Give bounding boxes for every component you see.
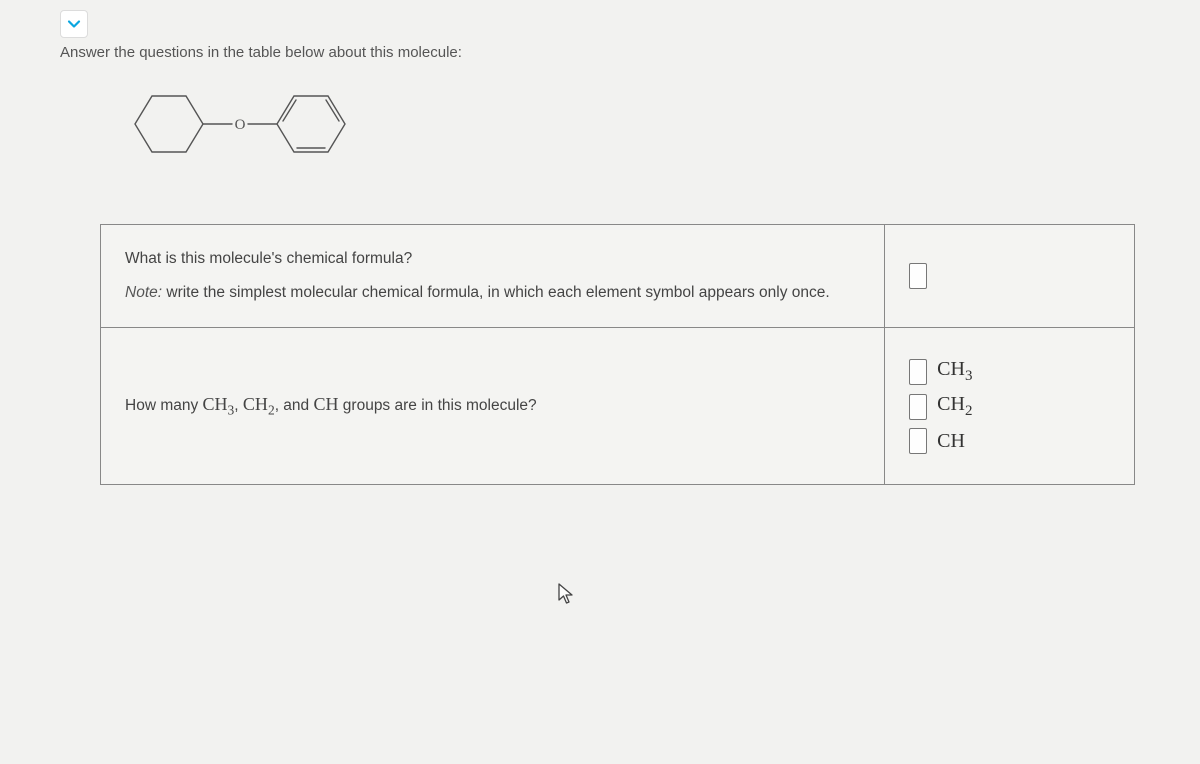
question-text: What is this molecule's chemical formula… xyxy=(125,247,860,271)
note-text: write the simplest molecular chemical fo… xyxy=(162,284,830,301)
oxygen-label: O xyxy=(235,117,246,133)
molecule-structure: O xyxy=(120,79,360,169)
ch2-label: CH2 xyxy=(243,394,275,414)
instruction-text: Answer the questions in the table below … xyxy=(60,44,1140,61)
ch3-label: CH3 xyxy=(203,394,235,414)
ch-answer-row: CH xyxy=(909,428,1110,454)
answer-cell-formula xyxy=(885,225,1135,328)
ch-answer-label: CH xyxy=(937,430,965,453)
note-label: Note: xyxy=(125,284,162,301)
question-note: Note: write the simplest molecular chemi… xyxy=(125,281,860,305)
table-row: How many CH3, CH2, and CH groups are in … xyxy=(101,328,1135,485)
q-text: groups are in this molecule? xyxy=(338,397,536,414)
formula-input[interactable] xyxy=(909,263,927,289)
ch2-answer-label: CH2 xyxy=(937,393,972,420)
ch-input[interactable] xyxy=(909,428,927,454)
question-table: What is this molecule's chemical formula… xyxy=(100,224,1135,485)
question-cell-formula: What is this molecule's chemical formula… xyxy=(101,225,885,328)
chevron-down-icon xyxy=(66,16,82,32)
q-text: How many xyxy=(125,397,203,414)
cursor-icon xyxy=(556,582,576,606)
ch3-input[interactable] xyxy=(909,359,927,385)
ch3-answer-label: CH3 xyxy=(937,358,972,385)
answer-cell-groups: CH3 CH2 CH xyxy=(885,328,1135,485)
table-row: What is this molecule's chemical formula… xyxy=(101,225,1135,328)
question-cell-groups: How many CH3, CH2, and CH groups are in … xyxy=(101,328,885,485)
ch-label: CH xyxy=(313,394,338,414)
q-text: , xyxy=(234,397,243,414)
q-text: , and xyxy=(275,397,314,414)
collapse-toggle[interactable] xyxy=(60,10,88,38)
ch2-input[interactable] xyxy=(909,394,927,420)
ch2-answer-row: CH2 xyxy=(909,393,1110,420)
ch3-answer-row: CH3 xyxy=(909,358,1110,385)
